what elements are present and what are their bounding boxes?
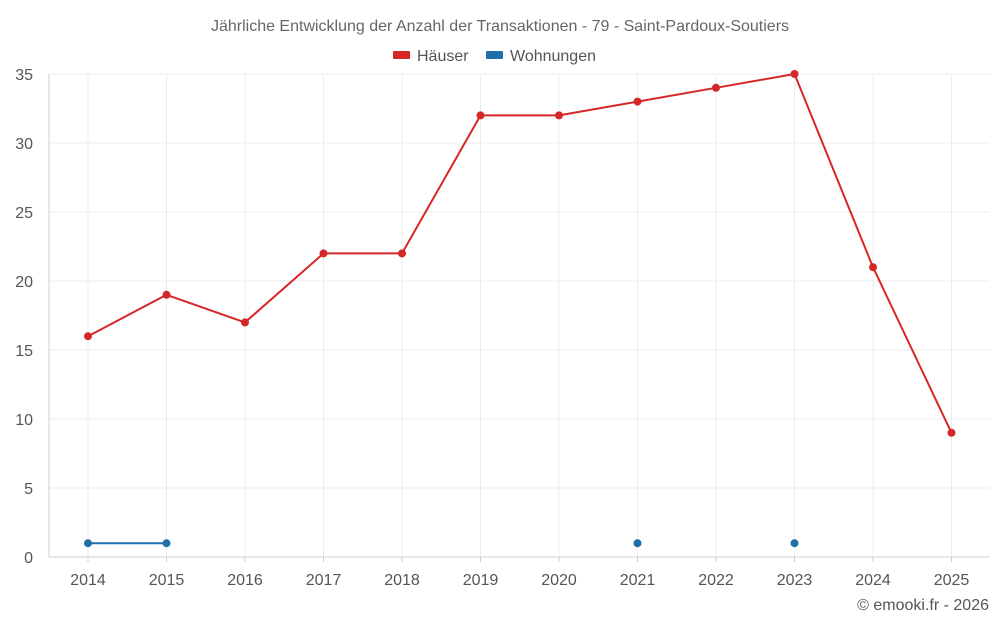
series-line-haeuser bbox=[715, 73, 796, 89]
x-tick-label: 2021 bbox=[620, 572, 656, 589]
legend: Häuser Wohnungen bbox=[393, 48, 596, 65]
series-line-haeuser bbox=[244, 252, 325, 324]
data-point-haeuser[interactable] bbox=[398, 249, 406, 258]
legend-label-haeuser: Häuser bbox=[417, 48, 469, 65]
y-tick-label: 5 bbox=[24, 481, 33, 498]
y-tick-label: 30 bbox=[15, 136, 33, 153]
legend-item-haeuser[interactable]: Häuser bbox=[393, 48, 469, 65]
legend-swatch-wohnungen bbox=[486, 51, 503, 59]
data-point-haeuser[interactable] bbox=[84, 332, 92, 341]
data-point-haeuser[interactable] bbox=[476, 111, 485, 120]
x-tick-label: 2014 bbox=[70, 572, 106, 589]
data-point-haeuser[interactable] bbox=[712, 83, 720, 92]
legend-label-wohnungen: Wohnungen bbox=[510, 48, 596, 65]
series-line-haeuser bbox=[165, 293, 246, 324]
series-line-haeuser bbox=[401, 114, 482, 255]
legend-item-wohnungen[interactable]: Wohnungen bbox=[486, 48, 596, 65]
x-tick-label: 2025 bbox=[934, 572, 970, 589]
legend-swatch-haeuser bbox=[393, 51, 410, 59]
series-line-haeuser bbox=[636, 86, 717, 103]
series-haeuser bbox=[84, 70, 956, 437]
series-line-haeuser bbox=[558, 100, 639, 117]
data-point-wohnungen[interactable] bbox=[84, 539, 92, 548]
x-tick-label: 2019 bbox=[463, 572, 499, 589]
grid bbox=[49, 73, 990, 557]
x-tick-label: 2024 bbox=[855, 572, 891, 589]
data-point-haeuser[interactable] bbox=[319, 249, 328, 258]
y-tick-label: 25 bbox=[15, 205, 33, 222]
chart-title: Jährliche Entwicklung der Anzahl der Tra… bbox=[211, 18, 789, 35]
x-tick-label: 2023 bbox=[777, 572, 813, 589]
x-tick-label: 2017 bbox=[306, 572, 342, 589]
x-tick-label: 2016 bbox=[227, 572, 263, 589]
data-point-wohnungen[interactable] bbox=[633, 539, 642, 548]
axes bbox=[48, 74, 990, 562]
y-axis-ticks: 0 5 10 15 20 25 30 35 bbox=[15, 67, 33, 567]
series-line-haeuser bbox=[872, 266, 953, 434]
data-point-haeuser[interactable] bbox=[633, 97, 642, 106]
credit-text: © emooki.fr - 2026 bbox=[857, 597, 989, 614]
x-tick-label: 2022 bbox=[698, 572, 734, 589]
data-point-haeuser[interactable] bbox=[162, 290, 171, 299]
series-line-haeuser bbox=[87, 293, 168, 338]
y-tick-label: 15 bbox=[15, 343, 33, 360]
x-axis-ticks: 2014 2015 2016 2017 2018 2019 2020 2021 2022 2023… bbox=[70, 572, 969, 589]
data-point-wohnungen[interactable] bbox=[162, 539, 171, 548]
series bbox=[84, 70, 956, 548]
data-point-haeuser[interactable] bbox=[555, 111, 563, 120]
x-tick-label: 2018 bbox=[384, 572, 420, 589]
data-point-haeuser[interactable] bbox=[241, 318, 249, 327]
y-tick-label: 35 bbox=[15, 67, 33, 84]
x-tick-label: 2015 bbox=[149, 572, 185, 589]
data-point-haeuser[interactable] bbox=[869, 263, 877, 272]
series-wohnungen bbox=[84, 539, 799, 548]
x-tick-label: 2020 bbox=[541, 572, 577, 589]
series-line-haeuser bbox=[793, 73, 874, 269]
data-point-wohnungen[interactable] bbox=[790, 539, 799, 548]
y-tick-label: 0 bbox=[24, 550, 33, 567]
y-tick-label: 20 bbox=[15, 274, 33, 291]
y-tick-label: 10 bbox=[15, 412, 33, 429]
data-point-haeuser[interactable] bbox=[947, 428, 956, 437]
data-point-haeuser[interactable] bbox=[790, 70, 799, 78]
